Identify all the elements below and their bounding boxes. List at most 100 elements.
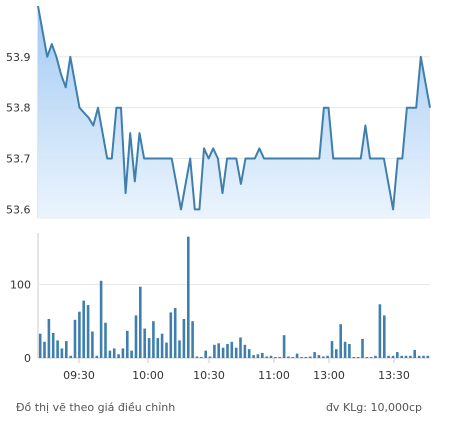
volume-bar [417,355,421,358]
price-panel: 53.6 53.7 53.8 53.9 [6,5,431,219]
volume-bar [91,331,94,358]
time-tick-label: 10:30 [193,369,225,382]
volume-bar [352,357,356,358]
volume-bar [278,357,281,358]
volume-bar [300,357,303,358]
volume-bar [287,356,290,358]
volume-bar [313,352,316,358]
volume-bar [56,340,59,358]
volume-bar [226,344,229,358]
volume-bar [291,357,295,358]
volume-bar [38,333,42,358]
volume-bar [391,355,395,358]
volume-bar [86,305,90,358]
price-y-tick-label: 53.8 [6,102,31,115]
volume-gridlines [37,233,430,359]
volume-bar [369,357,373,358]
volume-bar [400,355,403,358]
volume-bar [269,355,273,358]
volume-bar [169,312,173,358]
volume-bar [178,340,181,358]
volume-bar [330,341,334,358]
volume-bar [108,350,112,358]
volume-bar [147,338,151,358]
volume-bar [173,308,177,358]
price-area [38,6,430,218]
volume-bar [348,344,351,358]
price-y-tick-label: 53.6 [6,203,31,216]
volume-bar [261,352,264,358]
volume-bar [361,338,364,358]
volume-bar [130,350,133,358]
volume-bar [356,357,360,358]
volume-bar [95,355,99,358]
volume-bar [65,341,68,358]
volume-bar [413,349,416,358]
time-tick-label: 13:00 [313,369,345,382]
volume-bar [265,356,268,358]
volume-bar [51,333,55,358]
volume-bar [208,356,212,358]
price-line [37,5,431,211]
volume-bar [204,350,207,358]
volume-bar [99,280,103,358]
volume-bar [365,357,369,358]
price-y-tick-label: 53.9 [6,51,31,64]
volume-bar [383,315,386,358]
volume-bar [295,353,299,358]
volume-bar [73,319,77,358]
volume-bar [117,354,120,358]
volume-bar [104,322,107,358]
volume-bar [152,321,155,358]
volume-bar [335,349,338,358]
volume-bar [112,348,116,358]
volume-bar [69,355,72,358]
volume-bar [326,355,329,358]
volume-bar [182,319,186,358]
volume-bar [378,304,382,358]
volume-unit-label: đv KLg: 10,000cp [325,401,422,414]
volume-bar [213,344,216,358]
volume-bar [160,333,164,358]
volume-y-axis: 0 100 [10,278,31,365]
volume-bar [126,330,129,358]
volume-bar [387,355,390,358]
time-tick-label: 09:30 [63,369,95,382]
volume-bar [256,354,260,358]
volume-bar [317,355,321,358]
volume-bar [43,341,46,358]
volume-bar [47,319,51,358]
volume-bar [343,341,347,358]
volume-y-tick-label: 0 [24,352,31,365]
volume-bar [243,344,247,358]
time-tick-label: 11:00 [258,369,290,382]
volume-bar [422,355,425,358]
volume-bars [38,236,430,358]
volume-bar [221,347,225,358]
adjusted-price-note: Đồ thị vẽ theo giá điều chỉnh [16,401,176,414]
volume-bar [252,355,255,358]
volume-bar [322,356,325,358]
volume-bar [143,328,146,358]
volume-bar [78,311,81,358]
volume-bar [156,338,160,358]
volume-bar [195,356,199,358]
volume-bar [308,356,312,358]
volume-bar [217,343,220,358]
volume-bar [409,355,412,358]
volume-bar [404,355,408,358]
volume-y-tick-label: 100 [10,278,31,291]
volume-bar [274,357,277,358]
volume-bar [282,335,286,358]
volume-bar [239,337,242,358]
volume-bar [339,324,342,358]
volume-bar [200,357,203,358]
volume-panel: 0 100 09:30 10:00 10:30 11:00 13:00 13:30 [10,233,430,382]
time-tick-label: 13:30 [378,369,410,382]
volume-bar [165,342,168,358]
volume-bar [396,352,399,358]
volume-bar [134,315,138,358]
volume-bar [426,355,430,358]
volume-bar [139,286,142,358]
